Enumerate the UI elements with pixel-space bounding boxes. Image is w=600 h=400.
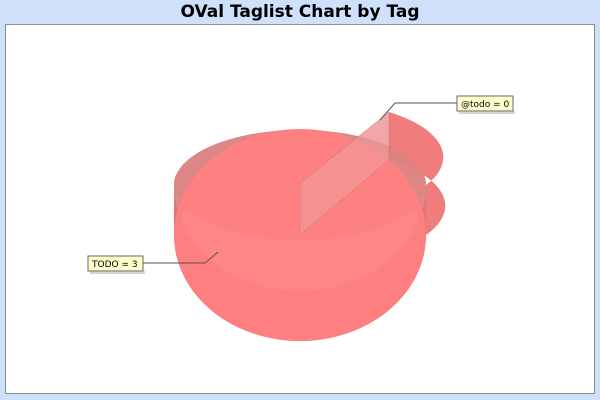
callout-shadow-todo [90,271,145,274]
callout-line-todo-at [379,102,457,121]
callout-label-todo-at: @todo = 0 [461,100,510,110]
callout-box-todo-at [456,95,514,112]
callout-line-todo [143,251,219,264]
chart-title: OVal Taglist Chart by Tag [180,2,420,22]
callout-box-todo [87,255,144,272]
callout-label-todo: TODO = 3 [91,260,138,270]
pie-side-right-accent [389,112,446,235]
callout-shadow-todo-at [459,111,515,114]
slice-todo-at-wedge [299,111,390,236]
